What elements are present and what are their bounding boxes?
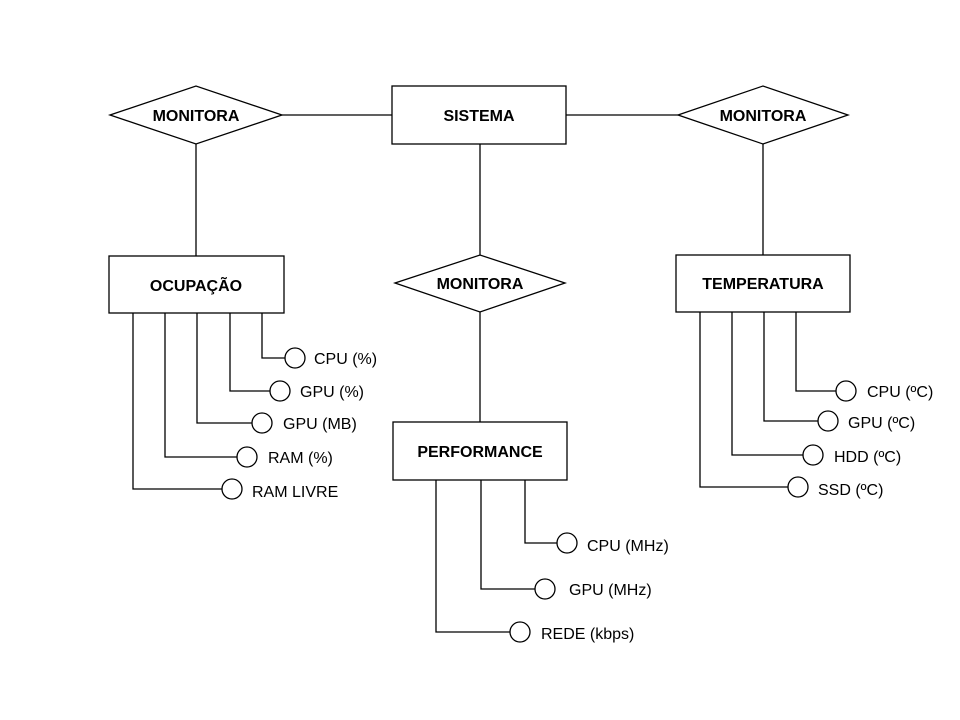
attribute-circle	[817, 410, 839, 432]
attribute-performance-cpu-mhz[interactable]: CPU (MHz)	[556, 532, 669, 555]
attribute-label: CPU (ºC)	[867, 384, 933, 401]
attribute-circle	[787, 476, 809, 498]
attribute-temperatura-hdd-c[interactable]: HDD (ºC)	[802, 444, 901, 466]
attribute-label: REDE (kbps)	[541, 626, 634, 643]
connector-ocupacao-ram-livre	[132, 313, 222, 490]
attribute-label: SSD (ºC)	[818, 482, 883, 499]
connector-ocupacao-gpu-mb	[196, 313, 252, 424]
attribute-ocupacao-gpu-mb[interactable]: GPU (MB)	[251, 412, 357, 434]
connector-temperatura-hdd-c	[731, 312, 803, 456]
attribute-label: GPU (MHz)	[569, 582, 652, 599]
relationship-left-monitora[interactable]: MONITORA	[107, 85, 285, 145]
attribute-label: HDD (ºC)	[834, 449, 901, 466]
entity-box	[391, 85, 567, 145]
attribute-ocupacao-cpu-pct[interactable]: CPU (%)	[284, 347, 377, 369]
attribute-label: GPU (%)	[300, 384, 364, 401]
connector-temperatura-gpu-c	[763, 312, 818, 422]
attribute-circle	[269, 380, 291, 402]
diamond-shape	[107, 85, 285, 145]
attribute-label: CPU (%)	[314, 351, 377, 368]
entity-temperatura[interactable]: TEMPERATURA	[675, 254, 851, 313]
connector-performance-rede	[435, 480, 510, 633]
attribute-circle	[221, 478, 243, 500]
performance-attribute-connectors	[435, 480, 557, 633]
attribute-ocupacao-ram-livre[interactable]: RAM LIVRE	[221, 478, 338, 501]
attribute-label: GPU (MB)	[283, 416, 357, 433]
connector-ocupacao-cpu-pct	[261, 313, 285, 359]
attribute-temperatura-cpu-c[interactable]: CPU (ºC)	[835, 380, 933, 402]
ocupacao-attribute-connectors	[132, 313, 285, 490]
connector-ocupacao-gpu-pct	[229, 313, 270, 392]
relationship-label: MONITORA	[720, 108, 807, 125]
entity-performance[interactable]: PERFORMANCE	[392, 421, 568, 481]
attribute-circle	[835, 380, 857, 402]
connector-ocupacao-ram-pct	[164, 313, 237, 458]
relationship-label: MONITORA	[153, 108, 240, 125]
attribute-label: RAM LIVRE	[252, 484, 338, 501]
connector-temperatura-ssd-c	[699, 312, 788, 488]
relationship-connectors	[195, 114, 764, 422]
entity-label: SISTEMA	[443, 108, 515, 125]
attribute-circle	[284, 347, 306, 369]
connector-performance-gpu-mhz	[480, 480, 535, 590]
attribute-circle	[802, 444, 824, 466]
entity-sistema[interactable]: SISTEMA	[391, 85, 567, 145]
attribute-performance-gpu-mhz[interactable]: GPU (MHz)	[534, 578, 652, 600]
attribute-circle	[556, 532, 578, 554]
attribute-circle	[251, 412, 273, 434]
attribute-circle	[236, 446, 258, 468]
temperatura-attribute-connectors	[699, 312, 836, 488]
entity-box	[108, 255, 285, 314]
entity-label: OCUPAÇÃO	[150, 275, 242, 295]
entity-box	[675, 254, 851, 313]
attribute-circle	[509, 621, 531, 643]
attribute-label: RAM (%)	[268, 450, 333, 467]
connector-temperatura-cpu-c	[795, 312, 836, 392]
entity-ocupacao[interactable]: OCUPAÇÃO	[108, 255, 285, 314]
attribute-temperatura-ssd-c[interactable]: SSD (ºC)	[787, 476, 883, 499]
attribute-performance-rede[interactable]: REDE (kbps)	[509, 621, 634, 643]
connector-performance-cpu-mhz	[524, 480, 557, 544]
entity-label: TEMPERATURA	[702, 276, 824, 293]
attribute-temperatura-gpu-c[interactable]: GPU (ºC)	[817, 410, 915, 432]
attribute-ocupacao-gpu-pct[interactable]: GPU (%)	[269, 380, 364, 402]
attribute-circle	[534, 578, 556, 600]
attribute-label: CPU (MHz)	[587, 538, 669, 555]
relationship-right-monitora[interactable]: MONITORA	[675, 85, 851, 145]
relationship-center-monitora[interactable]: MONITORA	[392, 254, 568, 313]
attribute-ocupacao-ram-pct[interactable]: RAM (%)	[236, 446, 333, 468]
attribute-label: GPU (ºC)	[848, 415, 915, 432]
entity-box	[392, 421, 568, 481]
diamond-shape	[392, 254, 568, 313]
entity-label: PERFORMANCE	[417, 444, 543, 461]
relationship-label: MONITORA	[437, 276, 524, 293]
diamond-shape	[675, 85, 851, 145]
